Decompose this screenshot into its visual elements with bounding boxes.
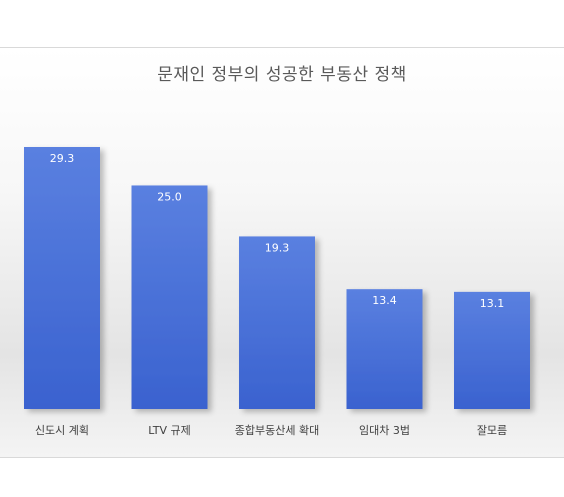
data-label-4: 13.1 — [480, 297, 505, 310]
category-label-4: 잘모름 — [477, 424, 507, 437]
data-label-0: 29.3 — [50, 152, 75, 165]
chart-area: 문재인 정부의 성공한 부동산 정책 29.3 25.0 19.3 13.4 13.1 … — [0, 47, 564, 458]
chart-title: 문재인 정부의 성공한 부동산 정책 — [157, 65, 407, 85]
bar-0 — [24, 147, 100, 409]
data-label-2: 19.3 — [265, 241, 290, 254]
bar-3 — [346, 289, 423, 409]
category-label-1: LTV 규제 — [148, 424, 191, 437]
category-label-0: 신도시 계획 — [35, 424, 89, 437]
category-label-2: 종합부동산세 확대 — [235, 424, 319, 437]
bar-4 — [454, 291, 530, 409]
bar-chart-plot: 29.3 25.0 19.3 13.4 13.1 신도시 계획 LTV 규제 종합부동산세 … — [24, 147, 530, 437]
bar-1 — [131, 185, 208, 409]
data-label-3: 13.4 — [372, 294, 397, 307]
bar-2 — [239, 236, 315, 409]
data-label-1: 25.0 — [157, 190, 182, 203]
category-label-3: 임대차 3법 — [359, 424, 410, 437]
